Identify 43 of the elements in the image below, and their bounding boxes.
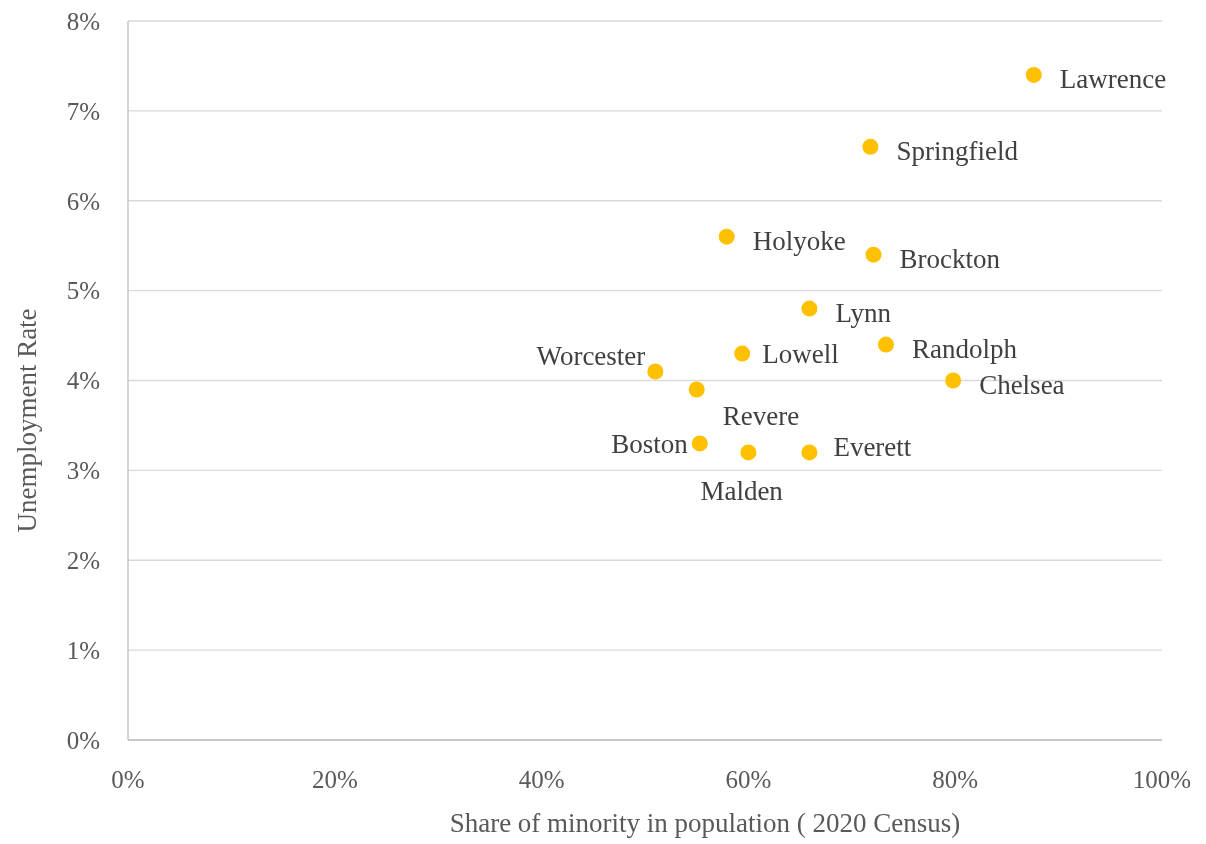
point (862, 138, 879, 155)
y-tick-label: 4% (66, 367, 100, 395)
point (801, 300, 818, 317)
annotation: Worcester (536, 340, 646, 371)
y-tick-label: 5% (66, 277, 100, 305)
y-tick-label: 8% (66, 7, 100, 35)
point (688, 381, 705, 398)
annotation: Malden (700, 475, 784, 506)
x-tick-label: 40% (518, 766, 565, 793)
annotation: Lynn (835, 298, 892, 329)
y-tick-label: 6% (66, 187, 100, 215)
point (647, 363, 664, 380)
annotation: Boston (611, 428, 689, 459)
annotation: Holyoke (752, 226, 846, 257)
annotation: Brockton (899, 244, 1001, 275)
point (865, 246, 882, 263)
x-tick-label: 60% (725, 766, 772, 793)
annotation: Lowell (762, 338, 839, 369)
y-tick-label: 3% (66, 457, 100, 485)
point (1025, 66, 1042, 83)
point (734, 345, 751, 362)
x-tick-label: 80% (932, 766, 979, 793)
point (877, 336, 894, 353)
annotation: Lawrence (1059, 64, 1167, 95)
annotation: Everett (833, 431, 912, 462)
point (718, 228, 735, 245)
point (740, 444, 757, 461)
point (801, 444, 818, 461)
point (945, 372, 962, 389)
annotation: Springfield (896, 136, 1019, 167)
y-tick-label: 2% (66, 547, 100, 574)
y-tick-label: 7% (66, 97, 100, 125)
y-tick-label: 1% (66, 636, 100, 664)
y-tick-label: 0% (66, 726, 100, 754)
x-axis-title: Share of minority in population ( 2020 Census) (449, 808, 961, 838)
annotation: Randolph (911, 334, 1018, 364)
y-axis-title: Unemployment Rate (12, 308, 42, 533)
annotation: Revere (722, 400, 800, 431)
x-tick-label: 100% (1132, 766, 1192, 793)
x-tick-label: 20% (311, 766, 358, 793)
annotation: Chelsea (979, 369, 1065, 400)
point (691, 435, 708, 452)
x-tick-label: 0% (111, 766, 145, 793)
